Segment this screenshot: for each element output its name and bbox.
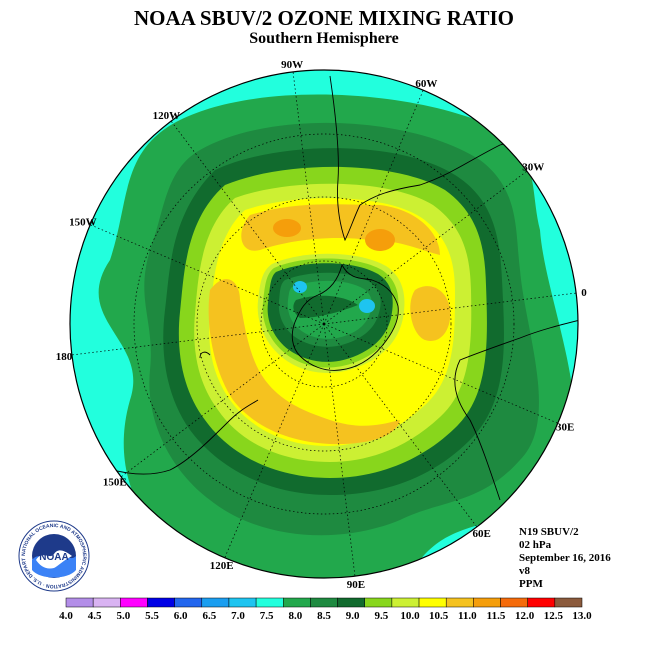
- coastline-new-zealand: [199, 351, 211, 359]
- colorbar-tick-label: 8.0: [288, 610, 302, 622]
- graticule: [71, 71, 577, 577]
- colorbar-tick-label: 4.0: [59, 610, 73, 622]
- colorbar-tick-label: 9.5: [374, 610, 388, 622]
- colorbar-cell: [174, 597, 203, 608]
- band-11-0-patch: [241, 204, 440, 255]
- units-label: PPM: [519, 578, 543, 590]
- colorbar-cell: [120, 597, 148, 608]
- longitude-label: 150E: [103, 477, 127, 489]
- satellite-label: N19 SBUV/2: [519, 526, 579, 538]
- longitude-label: 120E: [210, 560, 234, 572]
- longitude-label: 120W: [153, 110, 181, 122]
- colorbar-cell: [418, 597, 447, 608]
- longitude-label: 30E: [556, 421, 574, 433]
- latitude-circle: [260, 260, 388, 388]
- longitude-label: 150W: [69, 217, 97, 229]
- longitude-label: 0: [581, 287, 587, 299]
- colorbar-tick-label: 7.0: [231, 610, 245, 622]
- colorbar-tick-label: 7.5: [260, 610, 274, 622]
- colorbar-tick-label: 11.0: [458, 610, 477, 622]
- colorbar-cell: [500, 597, 528, 608]
- band-11-5-spot: [273, 219, 301, 237]
- colorbar-tick-label: 6.0: [174, 610, 188, 622]
- colorbar-tick-label: 5.0: [116, 610, 130, 622]
- colorbar-cell: [527, 597, 556, 608]
- colorbar-cell: [65, 597, 94, 608]
- coastline-antarctica: [291, 263, 399, 371]
- colorbar-tick-label: 10.5: [429, 610, 449, 622]
- colorbar-tick-label: 12.0: [515, 610, 535, 622]
- vortex-core-9-0: [293, 295, 358, 318]
- chart-subtitle: Southern Hemisphere: [249, 30, 399, 47]
- colorbar-tick-label: 4.5: [88, 610, 102, 622]
- longitude-label: 180: [56, 351, 73, 363]
- colorbar-tick-label: 13.0: [572, 610, 592, 622]
- noaa-logo: NATIONAL OCEANIC AND ATMOSPHERIC ADMINIS…: [18, 520, 90, 592]
- chart-title: NOAA SBUV/2 OZONE MIXING RATIO: [134, 6, 514, 30]
- coastline-australia: [79, 399, 259, 475]
- pressure-label: 02 hPa: [519, 539, 552, 551]
- colorbar-tick-label: 11.5: [487, 610, 506, 622]
- colorbar-cell: [255, 597, 284, 608]
- coastline-south-america: [329, 75, 561, 242]
- colorbar-cell: [445, 597, 474, 608]
- colorbar-cell: [391, 597, 420, 608]
- colorbar-cell: [310, 597, 338, 608]
- minimum-spot: [359, 299, 375, 313]
- longitude-label: 60E: [473, 528, 491, 540]
- colorbar-cell: [337, 597, 365, 608]
- colorbar-tick-label: 9.0: [346, 610, 360, 622]
- latitude-circle: [196, 196, 452, 452]
- logo-text: NOAA: [39, 552, 68, 563]
- coastlines: [79, 75, 578, 501]
- colorbar-tick-label: 6.5: [202, 610, 216, 622]
- colorbar-cell: [554, 597, 583, 608]
- colorbar-cell: [201, 597, 230, 608]
- band-11-0-patch: [410, 286, 451, 341]
- colorbar-cell: [364, 597, 393, 608]
- band-11-5-spot: [365, 229, 395, 251]
- map-boundary: [69, 69, 579, 579]
- colorbar-tick-label: 10.0: [400, 610, 420, 622]
- colorbar-cell: [283, 597, 311, 608]
- colorbar-tick-label: 5.5: [145, 610, 159, 622]
- band-11-0-patch: [208, 279, 400, 445]
- coastline-africa: [454, 319, 578, 501]
- minimum-spot: [293, 281, 307, 293]
- colorbar-tick-label: 8.5: [317, 610, 331, 622]
- longitude-label: 30W: [522, 161, 544, 173]
- colorbar-cell: [147, 597, 175, 608]
- colorbar-cell: [473, 597, 501, 608]
- longitude-label: 90E: [347, 579, 365, 591]
- colorbar-tick-label: 12.5: [544, 610, 564, 622]
- colorbar-cell: [92, 597, 121, 608]
- version-label: v8: [519, 565, 530, 577]
- date-label: September 16, 2016: [519, 552, 611, 564]
- latitude-circle: [133, 133, 515, 515]
- longitude-label: 60W: [415, 78, 437, 90]
- colorbar-cell: [228, 597, 257, 608]
- longitude-label: 90W: [281, 59, 303, 71]
